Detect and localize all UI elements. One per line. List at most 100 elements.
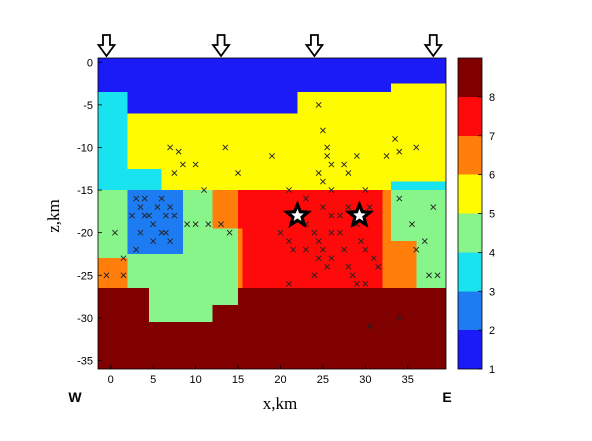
event-marker	[320, 127, 326, 134]
colorbar-segment-4	[458, 213, 482, 253]
model-cell-8	[127, 168, 447, 191]
event-marker	[353, 153, 360, 159]
colorbar-segment-3	[458, 252, 482, 292]
event-marker	[362, 246, 369, 253]
event-marker	[320, 246, 326, 253]
event-marker	[162, 229, 169, 236]
event-marker	[192, 221, 199, 228]
event-marker	[303, 195, 309, 202]
x-axis-ticks: 0 5 10 15 20 25 30 35	[108, 365, 414, 386]
event-marker	[396, 148, 403, 155]
x-tick-label: 0	[108, 374, 114, 386]
model-cell-7	[127, 113, 447, 169]
colorbar-tick-label: 2	[489, 325, 495, 337]
colorbar-segment-6	[458, 135, 482, 175]
colorbar-segment-8	[458, 58, 482, 97]
x-tick-label: 30	[359, 374, 371, 386]
x-axis-label: x,km	[263, 394, 297, 413]
x-tick-label: 10	[189, 374, 201, 386]
model-cell-16	[182, 190, 213, 289]
station-arrow-icon	[96, 34, 117, 58]
model-cell-2	[98, 92, 298, 114]
event-marker	[324, 144, 331, 151]
event-marker	[341, 161, 348, 168]
event-marker	[315, 255, 322, 262]
event-marker	[120, 255, 127, 262]
event-marker	[286, 280, 292, 287]
event-marker	[366, 204, 373, 211]
event-marker	[141, 195, 148, 202]
colorbar-tick-label: 7	[489, 131, 495, 143]
event-marker	[345, 263, 352, 270]
event-marker	[349, 272, 356, 279]
station-arrow-icon	[304, 34, 325, 58]
colorbar-tick-label: 8	[489, 92, 495, 104]
event-marker	[320, 178, 326, 185]
model-cell-23	[382, 190, 391, 289]
event-marker	[370, 255, 377, 262]
event-marker	[328, 187, 335, 193]
event-marker	[146, 212, 152, 219]
event-marker	[324, 263, 331, 270]
event-marker	[324, 153, 331, 159]
colorbar-segment-1	[458, 330, 482, 369]
event-marker	[175, 148, 182, 155]
event-marker	[205, 221, 212, 228]
model-cell-11	[390, 181, 446, 191]
event-marker	[366, 323, 373, 330]
event-marker	[362, 280, 369, 287]
event-marker	[409, 221, 415, 228]
colorbar-segment-2	[458, 291, 482, 331]
event-marker	[290, 246, 297, 253]
plot-frame	[97, 57, 447, 370]
event-marker	[303, 246, 309, 253]
epicenter-star-1	[344, 200, 375, 229]
event-marker	[311, 272, 318, 279]
model-cell-9	[127, 168, 162, 191]
event-marker	[192, 161, 199, 168]
event-marker	[171, 212, 178, 219]
event-marker	[133, 195, 140, 202]
event-marker	[286, 187, 292, 193]
event-marker	[341, 246, 348, 253]
event-marker	[328, 255, 335, 262]
velocity-model-heatmap	[98, 58, 447, 369]
event-marker	[158, 229, 165, 236]
y-tick-label: -35	[77, 355, 93, 367]
model-cell-5	[390, 83, 446, 93]
model-cell-18	[212, 190, 239, 229]
event-marker	[141, 212, 148, 219]
event-marker	[137, 229, 144, 236]
station-arrow-icon	[423, 34, 444, 58]
event-marker	[112, 229, 118, 236]
event-marker	[434, 272, 441, 279]
event-marker	[103, 272, 110, 279]
event-marker	[167, 144, 174, 151]
colorbar-tick-label: 6	[489, 170, 495, 182]
event-marker	[345, 170, 352, 176]
event-marker	[328, 212, 335, 219]
colorbar-tick-label: 1	[489, 364, 495, 376]
y-tick-label: -30	[77, 313, 93, 325]
model-cell-10	[390, 168, 446, 182]
event-marker	[171, 170, 178, 176]
model-cell-28	[212, 288, 239, 306]
colorbar	[457, 57, 483, 370]
event-marker	[120, 272, 127, 279]
y-tick-label: 0	[87, 57, 93, 69]
event-marker	[375, 263, 382, 270]
event-marker	[154, 204, 161, 211]
event-marker	[167, 204, 174, 211]
y-tick-label: -10	[77, 142, 93, 154]
event-marker	[179, 161, 186, 168]
y-tick-label: -15	[77, 185, 93, 197]
event-marker	[277, 229, 284, 236]
event-marker	[167, 238, 174, 245]
event-marker	[421, 238, 428, 245]
event-marker	[269, 153, 275, 159]
event-marker	[345, 204, 352, 211]
event-marker	[353, 280, 360, 287]
event-marker	[129, 212, 135, 219]
y-tick-label: -5	[83, 100, 93, 112]
event-marker	[413, 246, 420, 253]
